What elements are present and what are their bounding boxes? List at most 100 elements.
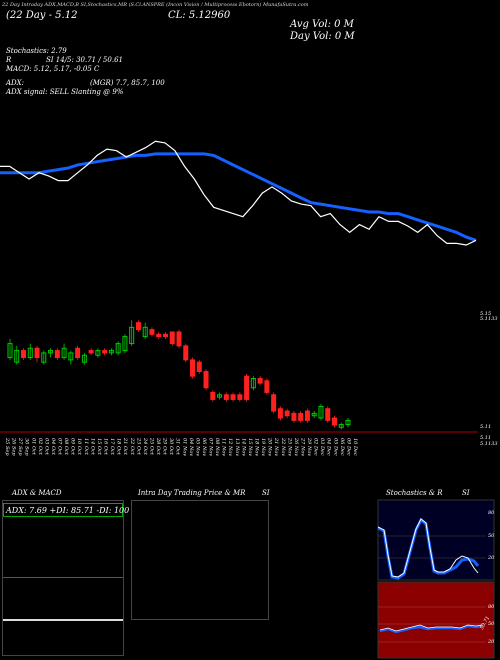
candle-body <box>115 343 121 354</box>
date-tick-label: 25 Nov <box>286 437 292 456</box>
stoch-panel-title: Stochastics & R <box>386 489 443 497</box>
stoch-tick-20: 20 <box>488 555 495 561</box>
candle-body <box>162 333 168 338</box>
date-tick-label: 06 Nov <box>201 438 207 456</box>
candle-body <box>21 350 27 359</box>
candle-body <box>88 350 94 354</box>
candlestick-chart <box>7 320 351 430</box>
date-tick-label: 16 Oct <box>102 438 108 456</box>
date-tick-label: 08 Nov <box>214 438 220 456</box>
adx-panel: ADX: 7.69 +DI: 85.71 -DI: 100 <box>2 500 129 656</box>
date-tick-label: 12 Nov <box>227 438 233 456</box>
date-tick-label: 02 Dec <box>313 438 319 456</box>
date-tick-label: 01 Oct <box>30 438 36 456</box>
date-tick-label: 08 Oct <box>63 438 69 456</box>
stoch-tick-50: 50 <box>488 533 495 539</box>
adx-label: ADX: <box>6 79 25 87</box>
date-tick-label: 13 Nov <box>234 438 240 456</box>
candle-body <box>14 350 20 363</box>
moving-average-line <box>0 152 477 242</box>
date-tick-label: 02 Oct <box>37 438 43 456</box>
price-label-upper-top: 5.15 <box>480 311 492 317</box>
date-tick-label: 15 Oct <box>96 438 102 456</box>
date-tick-label: 09 Oct <box>70 438 76 456</box>
candle-body <box>142 326 148 338</box>
candle-body <box>244 375 250 400</box>
date-tick-label: 14 Nov <box>240 438 246 456</box>
si-text: SI 14/5: 30.71 / 50.61 <box>46 56 123 64</box>
candle-body <box>345 419 351 426</box>
candle-body <box>325 408 331 421</box>
date-tick-label: 21 Nov <box>273 437 279 456</box>
candle-body <box>257 377 263 384</box>
adx-values: (MGR) 7.7, 85.7, 100 <box>90 79 165 87</box>
rsi-line <box>379 624 483 634</box>
candle-body <box>75 347 81 359</box>
price-label-upper-bottom: 5.1133 <box>480 316 498 322</box>
price-label-lower-bottom: 5.1133 <box>480 441 498 447</box>
date-tick-label: 22 Oct <box>129 437 135 456</box>
date-tick-label: 26 Nov <box>293 437 299 456</box>
date-tick-label: 05 Nov <box>194 438 200 456</box>
date-tick-label: 31 Oct <box>175 438 181 456</box>
candle-body <box>27 347 33 359</box>
date-tick-label: 24 Oct <box>142 437 148 456</box>
date-tick-label: 07 Nov <box>208 438 214 456</box>
date-axis: 25 Sep 26 Sep 27 Sep 30 Sep 01 Oct 02 Oct 03 O… <box>4 437 358 456</box>
date-tick-label: 20 Nov <box>267 437 273 456</box>
date-tick-label: 28 Oct <box>155 437 161 456</box>
price-label-lower-mid: 5.11 <box>480 435 492 441</box>
intra-panel-si: SI <box>262 489 270 497</box>
date-tick-label: 25 Oct <box>148 437 154 456</box>
date-tick-label: 22 Nov <box>280 437 286 456</box>
candle-body <box>331 417 337 426</box>
rsi-panel-bg <box>377 581 495 659</box>
adx-panel-title: ADX & MACD <box>12 489 62 497</box>
candle-body <box>237 394 243 400</box>
stoch-panel-si: SI <box>462 489 470 497</box>
intra-panel <box>131 500 269 620</box>
price-line-chart <box>0 140 477 246</box>
candle-body <box>271 394 277 412</box>
adx-divider <box>3 577 123 578</box>
candle-body <box>135 322 141 331</box>
candle-body <box>54 350 60 359</box>
date-tick-label: 09 Dec <box>345 438 351 456</box>
candle-body <box>196 361 202 373</box>
candle-body <box>108 350 114 354</box>
candle-body <box>277 408 283 419</box>
candle-body <box>250 377 256 389</box>
date-tick-label: 18 Oct <box>116 438 122 456</box>
candle-body <box>169 331 175 345</box>
candle-body <box>95 350 101 356</box>
candle-body <box>156 333 162 338</box>
date-tick-label: 03 Oct <box>43 438 49 456</box>
date-tick-label: 14 Oct <box>89 438 95 456</box>
candle-body <box>304 410 310 421</box>
candle-body <box>210 391 216 400</box>
candle-body <box>183 345 189 361</box>
candle-body <box>217 394 223 398</box>
stoch-tick-80: 80 <box>488 510 495 516</box>
date-tick-label: 29 Oct <box>162 437 168 456</box>
date-tick-label: 17 Oct <box>109 438 115 456</box>
adx-box-text: ADX: 7.69 +DI: 85.71 -DI: 100 <box>6 506 130 515</box>
candle-body <box>338 424 344 428</box>
date-tick-label: 30 Oct <box>168 438 174 456</box>
date-tick-label: 19 Nov <box>260 438 266 456</box>
adx-signal: ADX signal: SELL Slanting @ 9% <box>6 88 124 96</box>
candle-body <box>311 412 317 417</box>
candle-body <box>176 331 182 347</box>
candle-body <box>203 371 209 389</box>
stoch-panel-bg <box>377 499 495 581</box>
intra-panel-title: Intra Day Trading Price & MR <box>138 489 246 497</box>
stoch-text: Stochastics: 2.79 <box>6 47 67 55</box>
candle-body <box>318 405 324 419</box>
date-tick-label: 29 Nov <box>306 437 312 456</box>
date-tick-label: 23 Oct <box>135 437 141 456</box>
date-tick-label: 10 Oct <box>76 438 82 456</box>
date-tick-label: 11 Nov <box>221 438 227 456</box>
date-tick-label: 26 Sep <box>11 437 17 456</box>
candle-body <box>81 354 87 363</box>
